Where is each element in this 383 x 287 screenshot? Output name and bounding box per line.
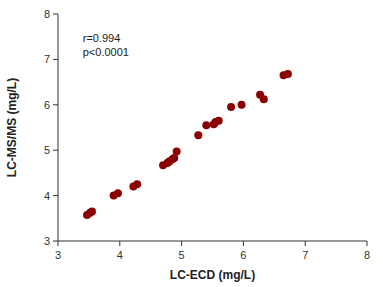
annotation-line: p<0.0001 [83, 46, 129, 58]
x-axis-line [58, 241, 367, 242]
y-tick [53, 104, 58, 105]
x-tick [367, 241, 368, 246]
y-tick-label: 5 [44, 144, 50, 156]
y-tick-label: 3 [44, 235, 50, 247]
point [114, 189, 122, 197]
x-tick-label: 8 [364, 249, 370, 261]
y-tick [53, 241, 58, 242]
x-tick-label: 7 [302, 249, 308, 261]
annotation-line: r=0.994 [83, 32, 121, 44]
x-tick [181, 241, 182, 246]
x-tick-label: 4 [117, 249, 123, 261]
chart: 3 4 5 6 7 8 3 4 5 6 7 8 LC-ECD (mg/L) LC-MS/MS (mg/L)… [0, 0, 383, 287]
x-tick-label: 3 [55, 249, 61, 261]
y-tick-label: 7 [44, 53, 50, 65]
y-axis-line [58, 14, 59, 241]
point [227, 103, 235, 111]
y-tick-label: 8 [44, 8, 50, 20]
point [194, 131, 202, 139]
point [260, 95, 268, 103]
x-tick [243, 241, 244, 246]
y-tick [53, 195, 58, 196]
y-axis-label: LC-MS/MS (mg/L) [5, 78, 19, 177]
y-tick [53, 150, 58, 151]
x-tick [58, 241, 59, 246]
x-tick [119, 241, 120, 246]
x-axis-label: LC-ECD (mg/L) [170, 268, 255, 282]
point [173, 148, 181, 156]
y-tick-label: 6 [44, 99, 50, 111]
point [133, 180, 141, 188]
y-tick [53, 14, 58, 15]
annotation: r=0.994 p<0.0001 [83, 32, 129, 58]
point [238, 101, 246, 109]
x-tick [305, 241, 306, 246]
y-tick-label: 4 [44, 190, 50, 202]
x-tick-label: 5 [179, 249, 185, 261]
point [202, 121, 210, 129]
point [284, 70, 292, 78]
y-tick [53, 59, 58, 60]
points [83, 70, 292, 219]
point [88, 207, 96, 215]
x-tick-label: 6 [240, 249, 246, 261]
point [215, 117, 223, 125]
